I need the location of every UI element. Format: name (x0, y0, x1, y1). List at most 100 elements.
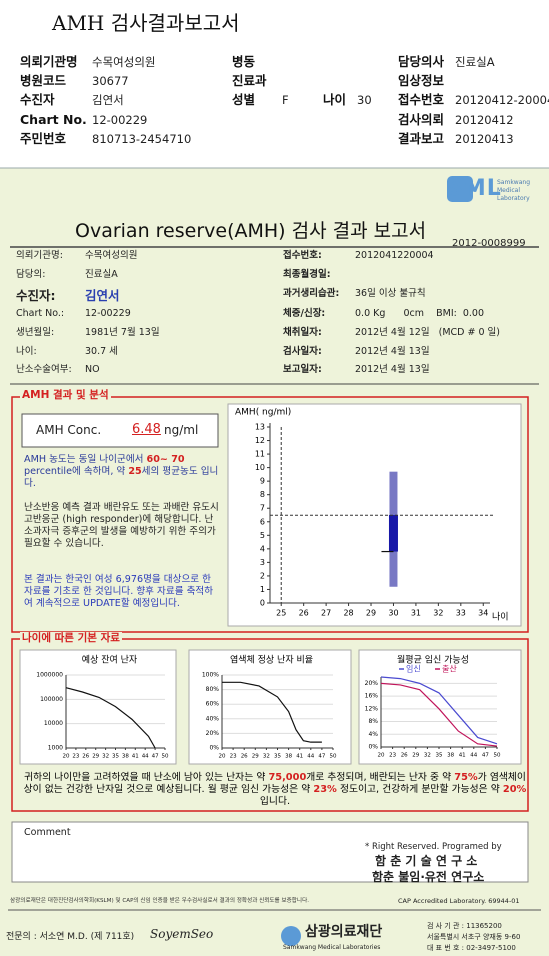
patient-label: 수진자: (16, 288, 56, 303)
patient-label: 체중/신장: (283, 308, 326, 319)
lab-name: 함춘 불임·유전 연구소 (372, 870, 485, 884)
y-tick-label: 13 (255, 423, 265, 432)
series-line (380, 676, 498, 745)
patient-label: 생년월일: (16, 327, 55, 338)
chart-panel (188, 649, 352, 765)
patient-value: 1981년 7월 13일 (85, 327, 160, 338)
patient-label: 나이: (16, 346, 37, 357)
section-title: 나이에 따른 기본 자료 (20, 632, 122, 645)
box (388, 515, 398, 552)
y-tick-label: 4 (260, 544, 265, 553)
y-axis-label: AMH( ng/ml) (235, 408, 291, 418)
field-value: 진료실A (455, 55, 495, 69)
field-label: 검사의뢰 (398, 112, 445, 127)
x-tick-label: 20 (219, 754, 226, 760)
address-line: 서울특별시 서초구 양재동 9-60 (427, 933, 521, 941)
document-number: 2012-0008999 (452, 238, 526, 249)
x-tick-label: 33 (456, 609, 466, 618)
x-tick-label: 20 (378, 753, 385, 759)
logo-subtext: Samkwang (497, 179, 530, 186)
patient-value: NO (85, 364, 100, 375)
field-label: 접수번호 (398, 92, 445, 107)
field-label: 진료과 (232, 73, 267, 88)
logo-mark (281, 926, 301, 946)
x-tick-label: 35 (274, 754, 281, 760)
organization: 삼광의료재단 (305, 924, 383, 940)
organization-en: Samkwang Medical Laboratories (283, 944, 381, 951)
highlight-text: 60~ 70 (146, 454, 185, 465)
comment-box (11, 821, 529, 883)
analysis-text: 난소반응 예측 결과 배란유도 또는 과배란 유도시 고반응군 (high re… (24, 502, 219, 549)
y-tick-label: 80% (206, 686, 220, 693)
conc-value: 6.48 (132, 422, 161, 437)
signature: SoyemSeo (150, 927, 214, 941)
report-title: Ovarian reserve(AMH) 검사 결과 보고서 (75, 220, 427, 242)
address-line: 검 사 기 관 : 11365200 (427, 922, 502, 930)
y-tick-label: 1 (260, 585, 265, 594)
summary-text: 귀하의 나이만을 고려하였을 때 난소에 남아 있는 난자는 약 75,000개… (22, 772, 528, 808)
x-tick-label: 35 (436, 753, 443, 759)
y-tick-label: 100000 (40, 696, 63, 703)
x-tick-label: 28 (343, 609, 353, 618)
field-value: 20120413 (455, 132, 514, 146)
x-tick-label: 38 (447, 753, 454, 759)
text-segment: percentile에 속하며, 약 (24, 466, 129, 477)
series-line (65, 687, 156, 749)
field-label: 담당의사 (398, 54, 445, 69)
x-tick-label: 29 (92, 754, 99, 760)
field-value: 30 (357, 93, 372, 107)
comment-label: Comment (24, 827, 71, 838)
patient-value: 2012년 4월 13일 (355, 364, 430, 375)
field-value: 30677 (92, 74, 129, 88)
field-label: 결과보고 (398, 131, 445, 146)
highlight-text: 20% (502, 784, 527, 795)
y-tick-label: 2 (260, 571, 265, 580)
x-tick-label: 23 (389, 753, 396, 759)
y-tick-label: 8 (260, 490, 265, 499)
field-label: 나이 (323, 92, 347, 107)
x-tick-label: 38 (122, 754, 129, 760)
x-tick-label: 26 (299, 609, 309, 618)
field-value: 12-00229 (92, 113, 148, 127)
analysis-text: 본 결과는 한국인 여성 6,976명을 대상으로 한 자료를 기초로 한 것입… (24, 574, 214, 609)
patient-value: 2012년 4월 13일 (355, 346, 430, 357)
y-tick-label: 12 (255, 436, 265, 445)
x-tick-label: 31 (411, 609, 421, 618)
patient-value: 0.0 Kg 0cm BMI: 0.00 (355, 308, 485, 319)
patient-value: 2012041220004 (355, 250, 434, 261)
x-tick-label: 29 (366, 609, 376, 618)
x-tick-label: 30 (388, 609, 398, 618)
patient-value: 김연서 (85, 288, 120, 303)
y-tick-label: 100% (202, 672, 219, 679)
y-tick-label: 0 (260, 599, 265, 608)
cap-text: CAP Accredited Laboratory. 69944-01 (398, 897, 520, 905)
y-tick-label: 7 (260, 504, 265, 513)
y-tick-label: 12% (365, 705, 379, 712)
y-tick-label: 9 (260, 477, 265, 486)
text-segment: 개로 추정되며, 배란되는 난자 중 약 (306, 772, 455, 783)
x-tick-label: 41 (132, 754, 139, 760)
field-value: 810713-2454710 (92, 132, 192, 146)
rights-text: * Right Reserved. Programed by (365, 842, 502, 852)
x-tick-label: 26 (401, 753, 408, 759)
x-tick-label: 32 (263, 754, 270, 760)
patient-label: 채취일자: (283, 327, 322, 338)
patient-value: 진료실A (85, 269, 118, 280)
field-label: 병원코드 (20, 73, 67, 88)
chart-title: 예상 잔여 난자 (82, 654, 138, 666)
y-tick-label: 10 (255, 463, 265, 472)
x-tick-label: 47 (482, 753, 489, 759)
x-tick-label: 29 (412, 753, 419, 759)
x-tick-label: 44 (470, 753, 477, 759)
field-value: F (282, 93, 289, 107)
field-label: 임상정보 (398, 73, 445, 88)
highlight-text: 25 (128, 466, 142, 477)
y-tick-label: 0% (209, 745, 219, 752)
text-segment: AMH 농도는 동일 나이군에서 (24, 454, 147, 465)
x-tick-label: 38 (285, 754, 292, 760)
legend-label: 임신 (406, 665, 421, 674)
patient-value: 30.7 세 (85, 346, 118, 357)
x-tick-label: 23 (230, 754, 237, 760)
highlight-text: 75,000 (268, 772, 307, 783)
legal-text: 삼광의료재단은 대한진단검사의학회(KSLM) 및 CAP의 신임 인증을 받은… (10, 898, 309, 904)
